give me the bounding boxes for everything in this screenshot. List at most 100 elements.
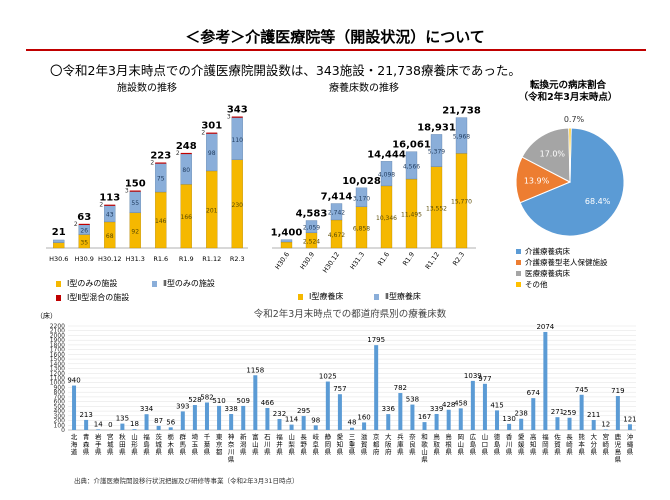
facility-legend-mixed-label: Ⅰ型Ⅱ型混合の施設	[67, 293, 130, 302]
prefecture-tick-label: 青森県	[83, 432, 90, 456]
prefecture-tick-label: 広島県	[470, 432, 477, 456]
facility-bar-mixed	[206, 132, 218, 134]
bed-value-type1: 13,552	[426, 205, 447, 212]
prefecture-tick-label: 神奈川県	[228, 432, 235, 464]
facility-count-chart: 施設数の推移21H30.63526263H30.968432113H30.129…	[46, 81, 248, 263]
prefecture-bar	[627, 424, 632, 430]
prefecture-bar	[253, 375, 258, 430]
facility-chart-title: 施設数の推移	[117, 81, 177, 94]
prefecture-y-tick: 500	[54, 403, 66, 410]
prefecture-y-tick: 1600	[50, 351, 65, 358]
prefecture-bar	[132, 429, 137, 430]
prefecture-bar	[180, 411, 185, 430]
facility-value-type1: 35	[80, 239, 88, 246]
prefecture-bar	[422, 422, 427, 430]
facility-tick-label: R1.12	[202, 255, 221, 263]
prefecture-tick-label: 滋賀県	[361, 432, 368, 456]
prefecture-tick-label: 香川県	[506, 432, 513, 456]
prefecture-bar	[217, 405, 222, 430]
prefecture-value-label: 18	[130, 420, 139, 428]
facility-total-label: 21	[52, 227, 66, 238]
bed-total-label: 16,061	[392, 140, 431, 151]
prefecture-tick-label: 和歌山県	[421, 432, 428, 464]
facility-legend-mixed-swatch	[56, 294, 61, 301]
prefecture-tick-label: 岡山県	[458, 433, 465, 456]
facility-tick-label: H30.12	[98, 255, 122, 263]
prefecture-chart-title: 令和2年3月末時点での都道府県別の療養床数	[254, 308, 447, 320]
prefecture-tick-label: 福井県	[276, 432, 283, 456]
prefecture-value-label: 339	[430, 405, 443, 413]
prefecture-tick-label: 徳島県	[494, 432, 501, 456]
prefecture-value-label: 538	[406, 396, 419, 404]
prefecture-bar	[229, 414, 234, 430]
prefecture-tick-label: 石川県	[264, 433, 271, 456]
facility-value-type2: 26	[80, 228, 88, 235]
prefecture-bar	[519, 418, 524, 430]
bed-total-label: 14,444	[367, 149, 406, 160]
prefecture-tick-label: 茨城県	[155, 432, 162, 456]
source-note: 出典：介護医療院開設移行状況把握及び研修等事業（令和2年3月31日時点）	[74, 477, 299, 485]
prefecture-value-label: 1025	[319, 373, 337, 381]
pie-slice	[568, 127, 572, 183]
facility-value-type2: 75	[157, 176, 165, 183]
prefecture-tick-label: 岐阜県	[312, 432, 319, 456]
prefecture-bar	[446, 409, 451, 430]
facility-tick-label: R1.6	[153, 255, 168, 263]
facility-value-type1: 92	[131, 228, 139, 235]
bed-tick-label: H30.6	[273, 251, 291, 271]
facility-total-label: 223	[150, 150, 171, 161]
prefecture-tick-label: 山口県	[482, 432, 489, 456]
bed-total-label: 10,028	[342, 176, 381, 187]
prefecture-tick-label: 愛媛県	[518, 432, 525, 456]
prefecture-bar	[434, 413, 439, 430]
prefecture-y-tick: 2200	[50, 323, 65, 330]
prefecture-value-label: 977	[478, 375, 491, 383]
prefecture-tick-label: 三重県	[349, 433, 356, 456]
prefecture-value-label: 130	[502, 415, 515, 423]
prefecture-value-label: 87	[154, 417, 163, 425]
facility-value-type1: 230	[232, 202, 244, 209]
prefecture-bar	[325, 381, 330, 430]
prefecture-bar	[277, 419, 282, 430]
prefecture-value-label: 338	[224, 405, 237, 413]
prefecture-tick-label: 静岡県	[325, 432, 332, 456]
bed-tick-label: R1.6	[376, 251, 391, 268]
prefecture-bar	[241, 405, 246, 430]
bed-value-type2: 5,379	[428, 149, 445, 156]
prefecture-tick-label: 新潟県	[240, 432, 247, 456]
prefecture-bar	[168, 427, 173, 430]
bed-value-type1: 6,858	[353, 225, 370, 232]
facility-tick-label: R2.3	[230, 255, 245, 263]
prefecture-value-label: 1795	[367, 336, 385, 344]
bed-tick-label: R2.3	[451, 251, 466, 268]
facility-legend-type2: Ⅱ型のみの施設	[152, 278, 215, 289]
facility-legend-type1-label: Ⅰ型のみの施設	[67, 279, 118, 288]
bed-bar-type2	[355, 187, 368, 208]
pie-legend-swatch	[516, 282, 521, 287]
prefecture-value-label: 98	[311, 416, 320, 424]
bed-bar-type2	[280, 239, 293, 243]
bed-total-label: 4,583	[296, 209, 328, 220]
prefecture-bar	[144, 414, 149, 430]
prefecture-value-label: 336	[382, 405, 396, 413]
lead-text: 〇令和2年3月末時点での介護医療院開設数は、343施設・21,738療養床であっ…	[50, 63, 521, 78]
prefecture-y-tick: 1200	[50, 370, 65, 377]
prefecture-bar	[507, 423, 512, 430]
facility-total-label: 150	[125, 179, 146, 190]
prefecture-value-label: 295	[297, 407, 310, 415]
facility-value-type1: 68	[106, 233, 114, 240]
facility-legend-type1: Ⅰ型のみの施設	[56, 278, 117, 289]
prefecture-y-tick: 700	[54, 394, 66, 401]
facility-bar-mixed	[231, 116, 243, 118]
prefecture-y-tick: 800	[54, 389, 66, 396]
prefecture-tick-label: 兵庫県	[397, 432, 404, 456]
prefecture-bar	[192, 405, 197, 430]
facility-tick-label: H30.6	[49, 255, 68, 263]
prefecture-tick-label: 奈良県	[409, 432, 416, 456]
prefecture-bar	[204, 402, 209, 430]
bed-value-type2: 2,059	[303, 225, 320, 232]
prefecture-value-label: 160	[357, 413, 370, 421]
facility-total-label: 248	[176, 141, 197, 152]
prefecture-value-label: 167	[418, 413, 431, 421]
pie-legend-label: 介護療養型老人保健施設	[525, 257, 608, 267]
